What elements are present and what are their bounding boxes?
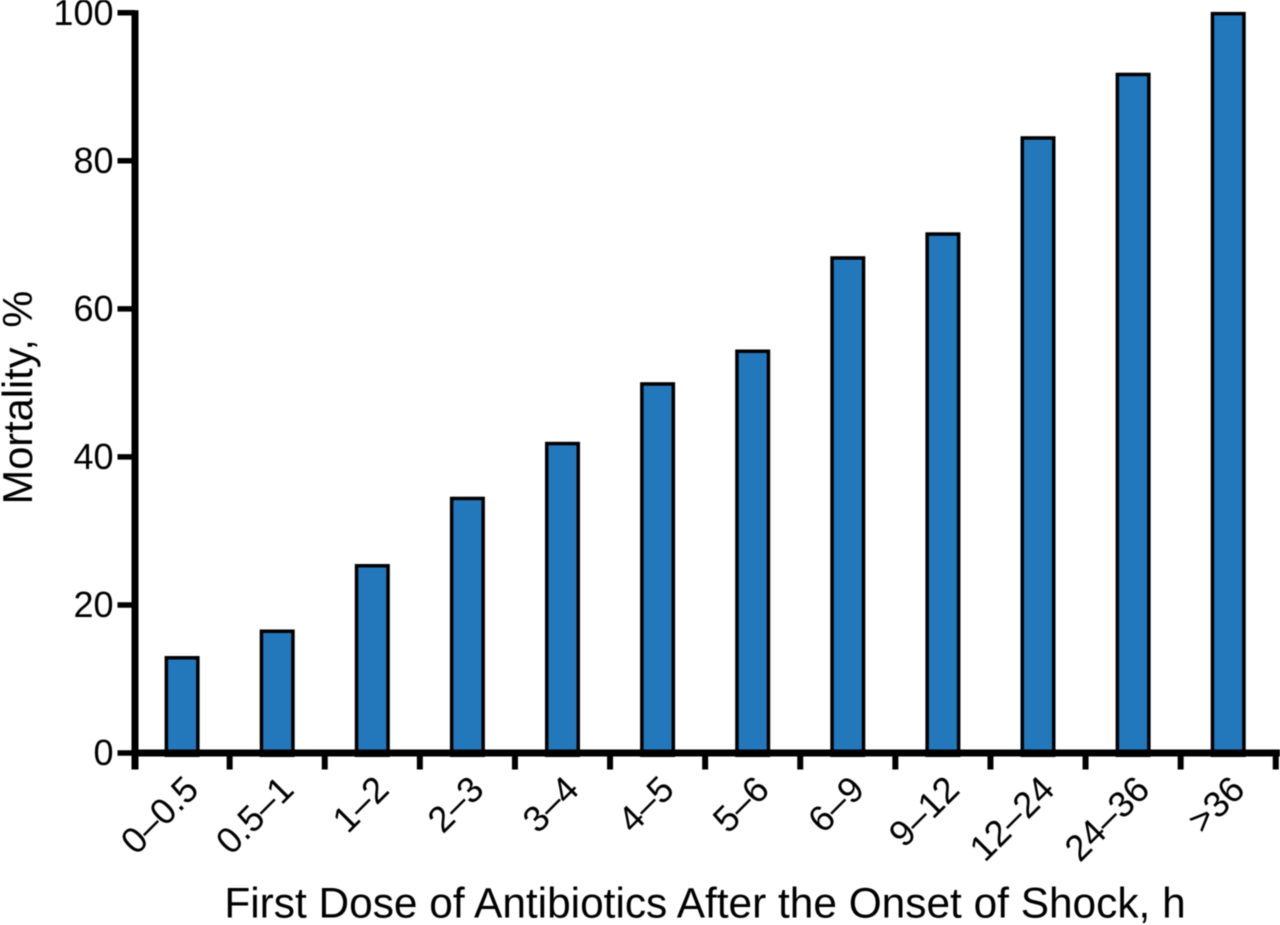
svg-text:20: 20 (73, 584, 113, 625)
svg-text:40: 40 (73, 436, 113, 477)
svg-text:0: 0 (93, 732, 113, 773)
svg-text:80: 80 (73, 140, 113, 181)
svg-text:First Dose of Antibiotics Afte: First Dose of Antibiotics After the Onse… (224, 880, 1185, 925)
svg-text:Mortality, %: Mortality, % (0, 291, 41, 505)
svg-text:60: 60 (73, 288, 113, 329)
svg-text:100: 100 (53, 0, 113, 33)
